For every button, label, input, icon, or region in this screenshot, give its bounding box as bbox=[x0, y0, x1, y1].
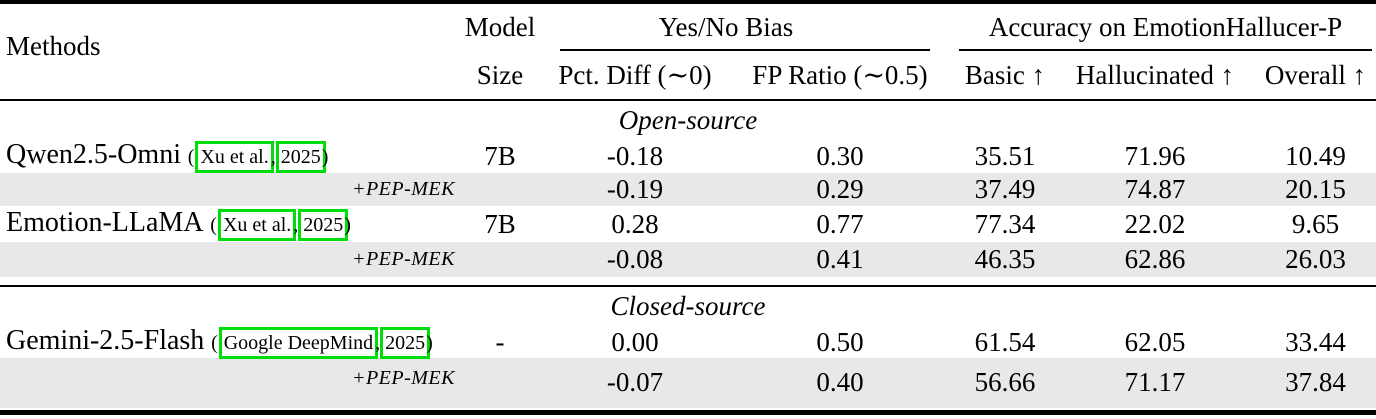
table-row-gemini: Gemini-2.5-Flash (Google DeepMind, 2025) … bbox=[0, 325, 1376, 359]
section-midrule bbox=[0, 285, 1376, 287]
column-header-overall: Overall ↑ bbox=[1264, 59, 1367, 90]
variant-label: +PEP-MEK bbox=[351, 178, 455, 200]
cell-overall: 20.15 bbox=[1285, 174, 1346, 204]
cell-pct-diff: -0.18 bbox=[606, 140, 664, 171]
cell-overall: 10.49 bbox=[1285, 140, 1346, 171]
table-bottom-rule bbox=[0, 410, 1376, 415]
section-row-open-source: Open-source bbox=[0, 101, 1376, 139]
table-row-qwen: Qwen2.5-Omni (Xu et al., 2025) 7B -0.18 0… bbox=[0, 139, 1376, 173]
citation-link-year[interactable]: 2025 bbox=[380, 327, 431, 359]
citation-close-paren: ) bbox=[321, 146, 329, 168]
citation: (Xu et al., 2025) bbox=[210, 209, 351, 241]
cell-fp-ratio: 0.40 bbox=[816, 367, 864, 397]
table-row-qwen-pep-mek: +PEP-MEK -0.19 0.29 37.49 74.87 20.15 bbox=[0, 173, 1376, 206]
cell-overall: 33.44 bbox=[1285, 326, 1346, 357]
cell-basic: 61.54 bbox=[974, 326, 1036, 357]
method-name: Qwen2.5-Omni bbox=[6, 139, 181, 170]
variant-label: +PEP-MEK bbox=[351, 248, 455, 270]
group-header-accuracy-label: Accuracy on EmotionHallucer-P bbox=[988, 12, 1343, 42]
table-row-emotion-llama: Emotion-LLaMA (Xu et al., 2025) 7B 0.28 0… bbox=[0, 206, 1376, 242]
table-row-emotion-llama-pep-mek: +PEP-MEK -0.08 0.41 46.35 62.86 26.03 bbox=[0, 242, 1376, 277]
group-header-accuracy: Accuracy on EmotionHallucer-P bbox=[955, 4, 1376, 51]
cell-pct-diff: 0.28 bbox=[611, 208, 659, 239]
cell-hallucinated: 62.05 bbox=[1124, 326, 1186, 357]
header-row-subcolumns: Size Pct. Diff (∼0) FP Ratio (∼0.5) Basi… bbox=[0, 51, 1376, 99]
citation-separator: , bbox=[293, 214, 299, 236]
column-header-basic: Basic ↑ bbox=[964, 59, 1046, 90]
citation-link-authors[interactable]: Xu et al. bbox=[217, 209, 297, 241]
cell-hallucinated: 22.02 bbox=[1124, 208, 1186, 239]
cell-fp-ratio: 0.30 bbox=[816, 140, 864, 171]
group-header-yes-no-bias: Yes/No Bias bbox=[545, 4, 955, 51]
method-cell: Qwen2.5-Omni (Xu et al., 2025) bbox=[0, 139, 455, 173]
section-row-closed-source: Closed-source bbox=[0, 287, 1376, 325]
group-header-yes-no-bias-label: Yes/No Bias bbox=[658, 12, 794, 42]
table-header: Methods Model Yes/No Bias Accuracy on Em… bbox=[0, 4, 1376, 99]
cell-overall: 26.03 bbox=[1285, 244, 1346, 274]
cell-pct-diff: 0.00 bbox=[611, 326, 659, 357]
cell-basic: 56.66 bbox=[974, 367, 1036, 397]
variant-label: +PEP-MEK bbox=[351, 367, 455, 389]
column-header-pct-diff: Pct. Diff (∼0) bbox=[558, 59, 712, 90]
method-name: Gemini-2.5-Flash bbox=[6, 325, 205, 356]
citation-open-paren: ( bbox=[210, 214, 217, 236]
cell-basic: 37.49 bbox=[974, 174, 1036, 204]
cell-hallucinated: 71.17 bbox=[1124, 367, 1186, 397]
column-header-fp-ratio: FP Ratio (∼0.5) bbox=[752, 59, 928, 90]
header-midrule bbox=[0, 99, 1376, 101]
citation-separator: , bbox=[375, 332, 381, 354]
cell-hallucinated: 74.87 bbox=[1124, 174, 1186, 204]
citation-close-paren: ) bbox=[426, 332, 433, 354]
citation-link-authors[interactable]: Google DeepMind bbox=[218, 327, 379, 359]
cell-fp-ratio: 0.41 bbox=[816, 244, 864, 274]
cell-overall: 9.65 bbox=[1291, 208, 1340, 239]
citation-link-authors[interactable]: Xu et al. bbox=[195, 141, 274, 173]
accuracy-underline bbox=[959, 49, 1372, 51]
citation-open-paren: ( bbox=[187, 146, 195, 168]
cell-basic: 77.34 bbox=[974, 208, 1036, 239]
cell-fp-ratio: 0.29 bbox=[816, 174, 864, 204]
table-row-gemini-pep-mek: +PEP-MEK -0.07 0.40 56.66 71.17 37.84 bbox=[0, 358, 1376, 408]
cell-model-size: - bbox=[495, 326, 505, 357]
column-header-model: Model bbox=[464, 12, 536, 42]
citation-separator: , bbox=[270, 146, 276, 168]
citation: (Xu et al., 2025) bbox=[187, 141, 329, 173]
section-gap bbox=[0, 277, 1376, 285]
cell-fp-ratio: 0.77 bbox=[816, 208, 864, 239]
header-row-groups: Model Yes/No Bias Accuracy on EmotionHal… bbox=[0, 4, 1376, 51]
cell-pct-diff: -0.19 bbox=[606, 174, 664, 204]
cell-pct-diff: -0.07 bbox=[606, 367, 664, 397]
method-cell: Gemini-2.5-Flash (Google DeepMind, 2025) bbox=[0, 325, 455, 359]
method-cell: Emotion-LLaMA (Xu et al., 2025) bbox=[0, 207, 455, 241]
column-header-size: Size bbox=[476, 59, 524, 90]
cell-overall: 37.84 bbox=[1285, 367, 1346, 397]
cell-basic: 46.35 bbox=[974, 244, 1036, 274]
yes-no-bias-underline bbox=[560, 49, 930, 51]
cell-basic: 35.51 bbox=[974, 140, 1036, 171]
section-label-open-source: Open-source bbox=[618, 104, 758, 135]
cell-model-size: 7B bbox=[484, 208, 516, 239]
citation-link-year[interactable]: 2025 bbox=[298, 209, 349, 241]
cell-hallucinated: 62.86 bbox=[1124, 244, 1186, 274]
citation-link-year[interactable]: 2025 bbox=[275, 141, 326, 173]
cell-model-size: 7B bbox=[484, 140, 516, 171]
citation-open-paren: ( bbox=[211, 332, 218, 354]
column-header-hallucinated: Hallucinated ↑ bbox=[1075, 59, 1235, 90]
cell-fp-ratio: 0.50 bbox=[816, 326, 864, 357]
section-label-closed-source: Closed-source bbox=[610, 290, 766, 321]
cell-hallucinated: 71.96 bbox=[1124, 140, 1186, 171]
citation: (Google DeepMind, 2025) bbox=[211, 327, 433, 359]
cell-pct-diff: -0.08 bbox=[606, 244, 664, 274]
column-header-methods: Methods bbox=[6, 31, 101, 61]
table-top-rule bbox=[0, 0, 1376, 4]
citation-close-paren: ) bbox=[344, 214, 351, 236]
method-name: Emotion-LLaMA bbox=[6, 207, 204, 238]
